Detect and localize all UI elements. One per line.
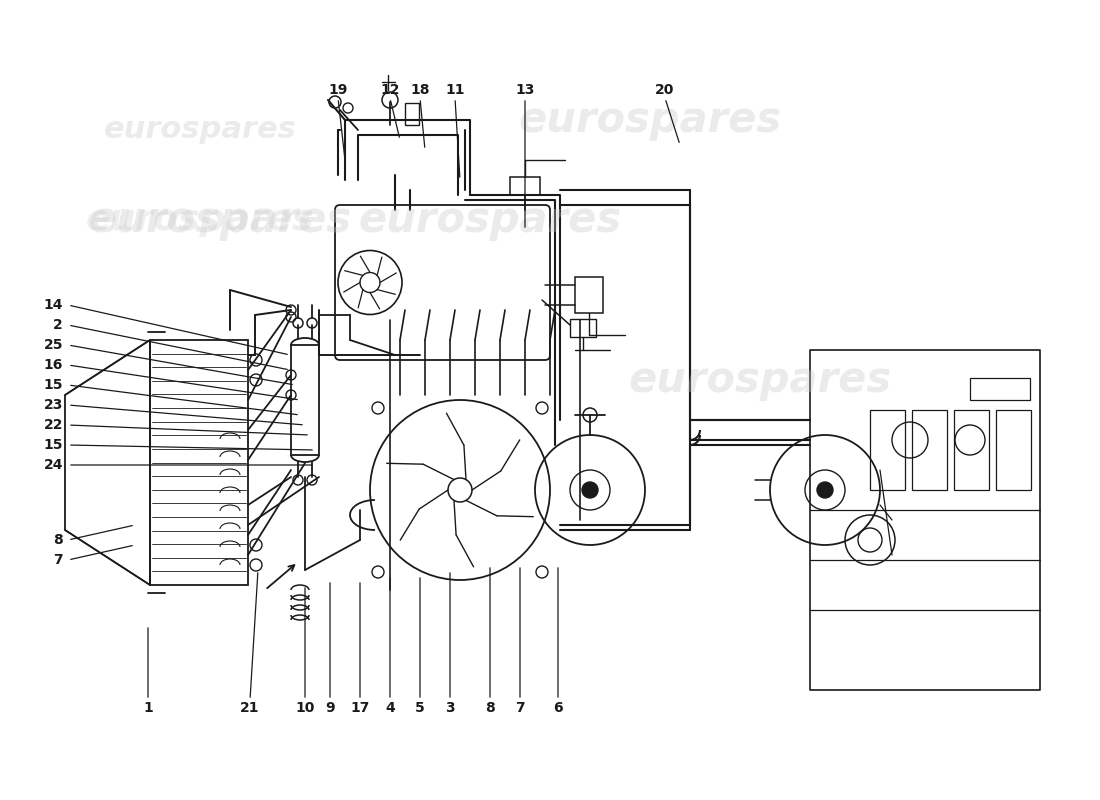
- Text: 17: 17: [350, 701, 370, 715]
- Text: eurospares: eurospares: [86, 203, 315, 237]
- Text: 14: 14: [44, 298, 63, 312]
- Text: 3: 3: [446, 701, 454, 715]
- Text: 1: 1: [143, 701, 153, 715]
- Text: 9: 9: [326, 701, 334, 715]
- Text: 10: 10: [295, 701, 315, 715]
- Text: 24: 24: [44, 458, 63, 472]
- Bar: [405, 103, 419, 125]
- Text: eurospares: eurospares: [359, 199, 622, 241]
- Bar: [570, 319, 596, 337]
- Text: 16: 16: [44, 358, 63, 372]
- Bar: [970, 378, 1030, 400]
- Text: eurospares: eurospares: [518, 99, 782, 141]
- Bar: [996, 410, 1031, 490]
- Text: eurospares: eurospares: [88, 199, 352, 241]
- Bar: [870, 410, 905, 490]
- Text: 11: 11: [446, 83, 464, 97]
- Text: 22: 22: [44, 418, 63, 432]
- Text: 19: 19: [328, 83, 348, 97]
- Text: 20: 20: [656, 83, 674, 97]
- Circle shape: [817, 482, 833, 498]
- Text: 4: 4: [385, 701, 395, 715]
- Text: 25: 25: [44, 338, 63, 352]
- Text: eurospares: eurospares: [628, 359, 892, 401]
- Text: 21: 21: [240, 701, 260, 715]
- Bar: [575, 277, 603, 313]
- Bar: [292, 345, 319, 455]
- Text: 7: 7: [54, 553, 63, 567]
- Bar: [954, 410, 989, 490]
- Text: 8: 8: [53, 533, 63, 547]
- Text: 12: 12: [381, 83, 399, 97]
- Text: 18: 18: [410, 83, 430, 97]
- Text: 8: 8: [485, 701, 495, 715]
- Text: 15: 15: [44, 378, 63, 392]
- Text: 7: 7: [515, 701, 525, 715]
- Circle shape: [582, 482, 598, 498]
- Text: 6: 6: [553, 701, 563, 715]
- Text: 2: 2: [53, 318, 63, 332]
- Bar: [912, 410, 947, 490]
- Text: 23: 23: [44, 398, 63, 412]
- Text: eurospares: eurospares: [103, 115, 296, 145]
- Bar: [510, 177, 540, 195]
- Text: 13: 13: [515, 83, 535, 97]
- Bar: [150, 340, 248, 585]
- Text: 5: 5: [415, 701, 425, 715]
- Text: 15: 15: [44, 438, 63, 452]
